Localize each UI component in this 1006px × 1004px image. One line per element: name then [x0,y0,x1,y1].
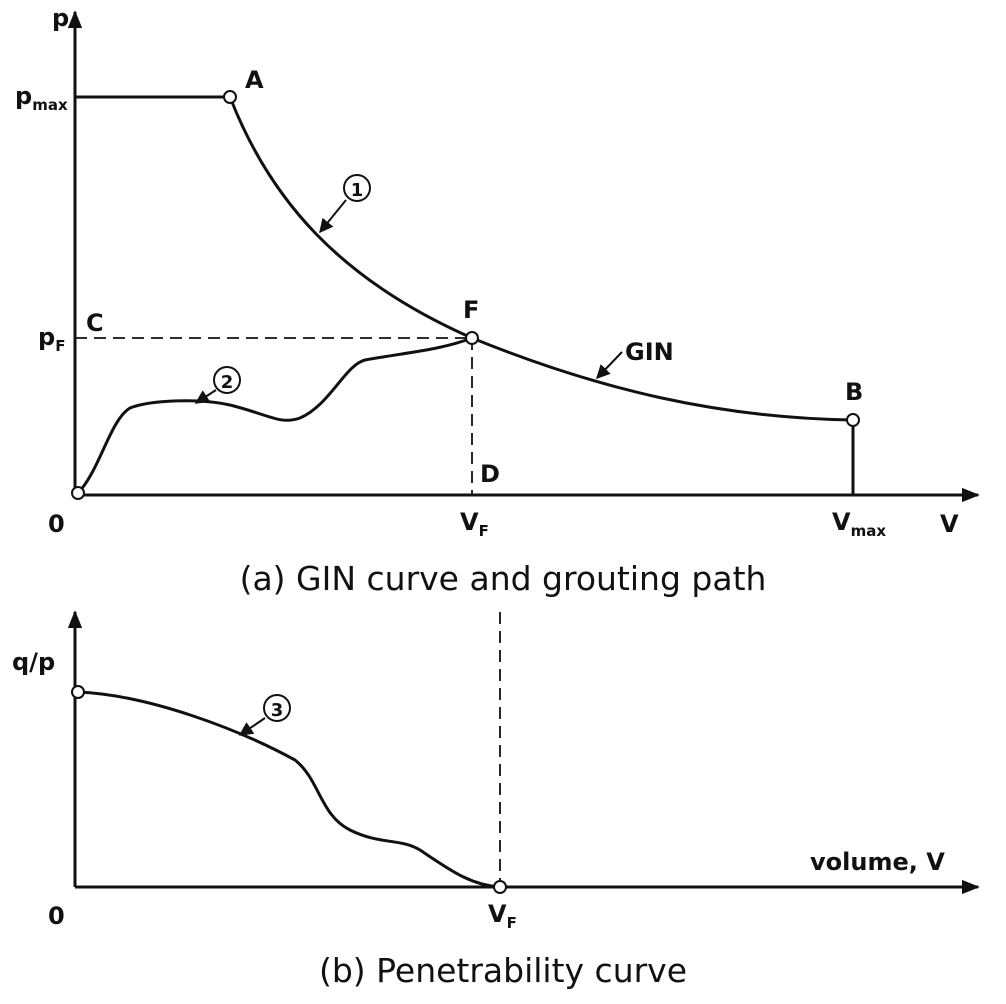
origin: 0 [48,902,65,930]
main: V [832,508,851,536]
grouting-path [76,336,473,495]
point-a [223,90,237,104]
arrow-3 [238,717,266,736]
label-1: 1 [351,180,364,201]
sub: F [55,337,65,355]
sub: max [32,96,68,114]
point-b [846,413,860,427]
panel-a: p V 0 pmax pF VF Vmax A F B C D GIN 1 2 … [15,4,980,598]
panel-b: q/p volume, V 0 VF 3 (b) Penetrability c… [12,610,980,990]
circle-2 [213,366,241,394]
sub: F [479,522,489,540]
label-a: A [245,66,264,94]
label-f: F [463,296,479,324]
caption-b: (b) Penetrability curve [319,951,687,990]
label-c: C [86,309,104,337]
y-axis-label: q/p [12,648,55,676]
origin: 0 [48,510,65,538]
y-axis-label: p [52,4,69,32]
guide-lines [75,337,473,495]
arrow-1 [319,199,347,234]
p-max: pmax [15,82,68,114]
sub: max [851,522,887,540]
main: p [38,323,55,351]
main: V [488,900,507,928]
label-3: 3 [271,700,284,721]
x-axis-label: V [940,510,959,538]
x-axis-label: volume, V [810,848,945,876]
main: p [15,82,32,110]
sub: F [507,914,517,932]
label-gin: GIN [625,338,674,366]
v-f: VF [460,508,489,540]
label-b: B [845,378,863,406]
p-f: pF [38,323,65,355]
point-start [71,685,85,699]
gin-curve [228,96,855,495]
circle-3 [263,694,291,722]
penetrability-curve [77,690,501,889]
main: V [460,508,479,536]
label-d: D [480,460,500,488]
v-max: Vmax [832,508,886,540]
point-f [465,331,479,345]
arrow-2 [194,389,217,404]
v-f: VF [488,900,517,932]
point-end [493,880,507,894]
label-2: 2 [221,372,234,393]
circle-1 [343,174,371,202]
gin-arrow [596,351,623,380]
point-origin [71,486,85,500]
caption-a: (a) GIN curve and grouting path [240,559,767,598]
